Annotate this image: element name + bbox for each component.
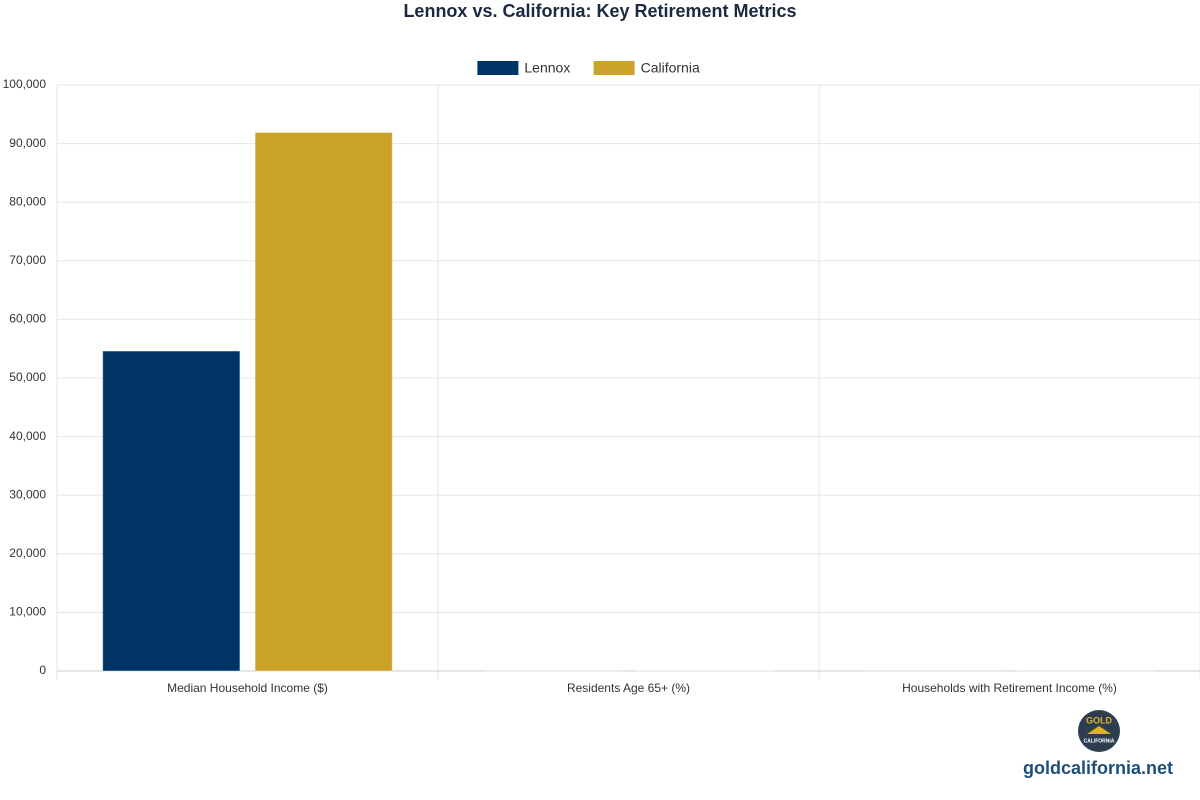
y-tick-label: 10,000 <box>9 605 46 619</box>
legend-label: California <box>641 60 700 76</box>
y-tick-label: 0 <box>39 663 46 677</box>
y-tick-label: 100,000 <box>3 77 47 91</box>
y-tick-label: 60,000 <box>9 312 46 326</box>
y-tick-label: 30,000 <box>9 487 46 501</box>
y-tick-label: 40,000 <box>9 429 46 443</box>
chart-title: Lennox vs. California: Key Retirement Me… <box>403 1 796 21</box>
y-tick-label: 70,000 <box>9 253 46 267</box>
y-tick-label: 50,000 <box>9 370 46 384</box>
y-tick-label: 90,000 <box>9 136 46 150</box>
legend-swatch <box>593 61 635 75</box>
logo: GOLD CALIFORNIA <box>1078 710 1120 752</box>
logo-text: GOLD <box>1086 715 1112 725</box>
bar <box>254 131 393 672</box>
x-tick-label: Residents Age 65+ (%) <box>567 681 690 695</box>
y-tick-label: 80,000 <box>9 194 46 208</box>
x-tick-label: Median Household Income ($) <box>167 681 328 695</box>
logo-text: CALIFORNIA <box>1084 738 1115 744</box>
legend-swatch <box>477 61 519 75</box>
site-name: goldcalifornia.net <box>1023 758 1173 778</box>
logo-mark <box>1087 726 1111 734</box>
bar <box>102 350 241 672</box>
x-tick-label: Households with Retirement Income (%) <box>902 681 1117 695</box>
y-tick-label: 20,000 <box>9 546 46 560</box>
legend-label: Lennox <box>524 60 570 76</box>
